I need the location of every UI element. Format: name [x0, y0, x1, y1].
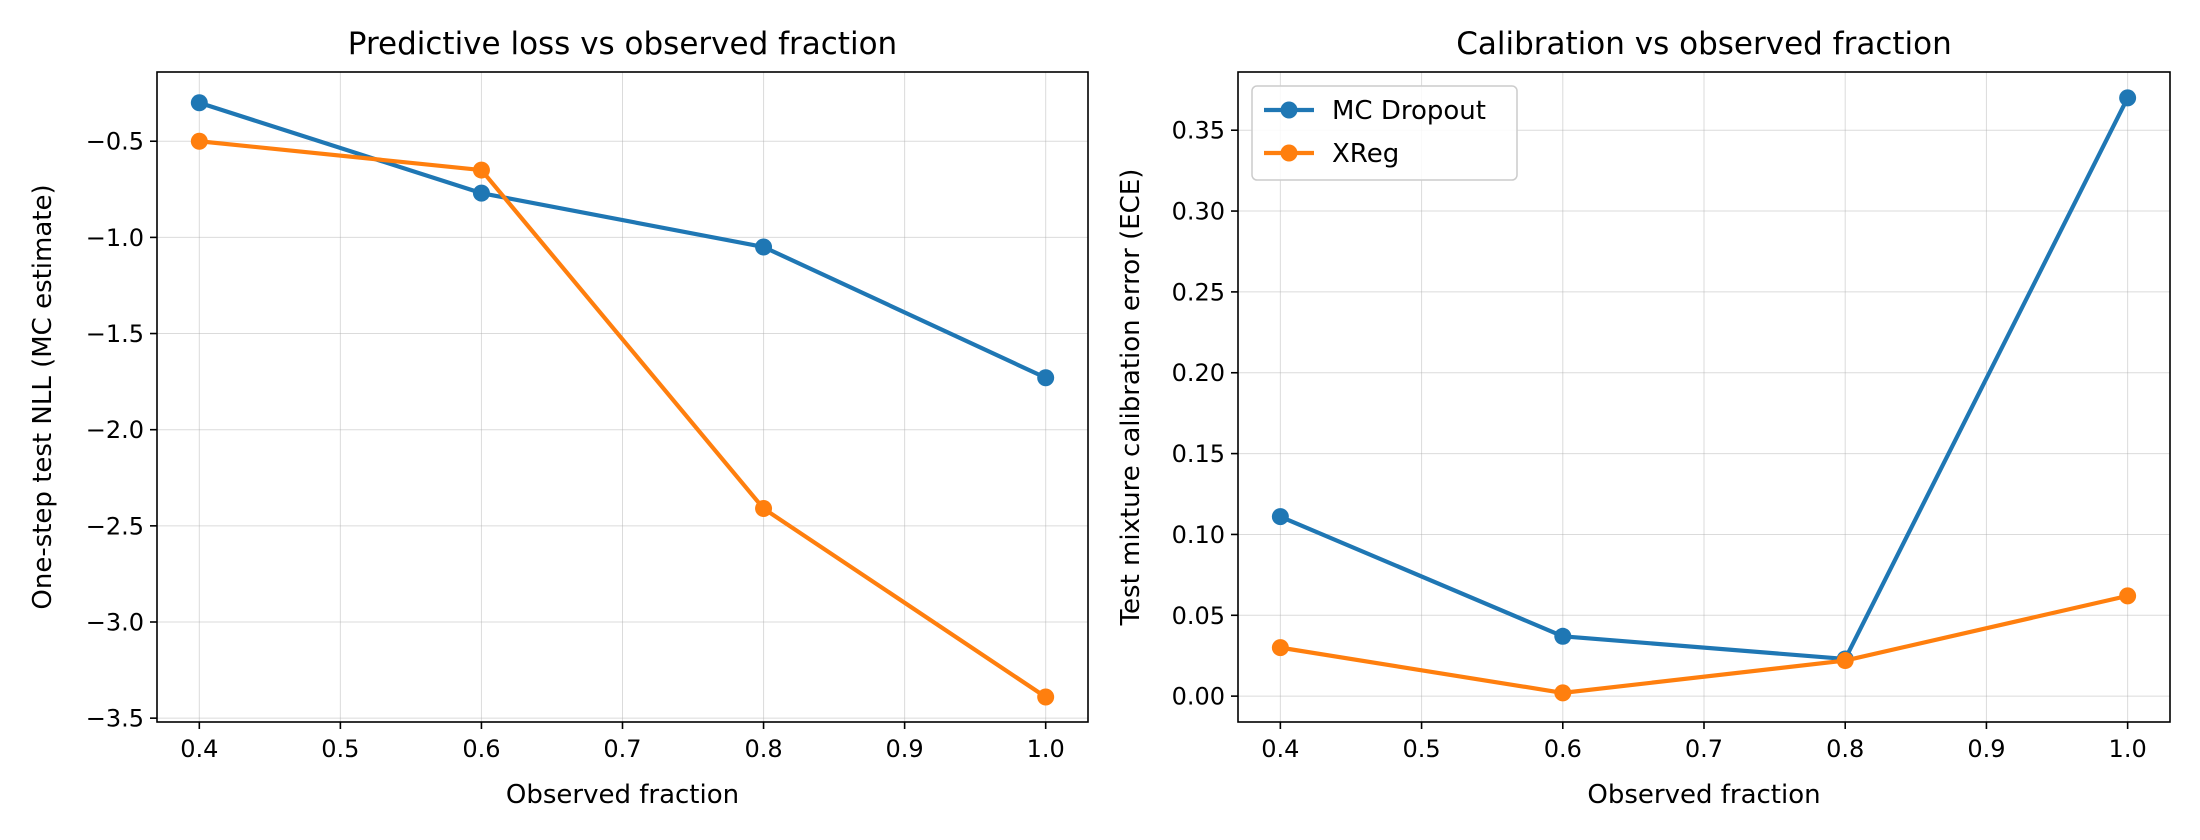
y-tick-label: −3.5: [86, 705, 144, 733]
data-point: [755, 500, 773, 518]
y-tick-label: 0.25: [1172, 278, 1225, 306]
chart-title: Calibration vs observed fraction: [1456, 26, 1952, 62]
legend-box: [1251, 85, 1518, 181]
y-axis-label: Test mixture calibration error (ECE): [1116, 169, 1146, 627]
y-tick-label: −1.5: [86, 320, 144, 348]
chart-title: Predictive loss vs observed fraction: [348, 26, 897, 62]
data-point: [1037, 369, 1055, 387]
y-tick-label: 0.10: [1172, 521, 1225, 549]
series-line: [197, 139, 1048, 700]
data-point: [2119, 587, 2137, 605]
data-point: [472, 161, 490, 179]
data-point: [755, 238, 773, 256]
legend-marker: [1280, 101, 1298, 119]
y-tick-label: 0.30: [1172, 198, 1225, 226]
data-point: [190, 132, 208, 150]
x-tick-label: 0.9: [886, 735, 924, 763]
x-tick-label: 0.5: [321, 735, 359, 763]
x-tick-label: 1.0: [1027, 735, 1065, 763]
series-mc-dropout: [190, 94, 1055, 387]
y-tick-label: 0.05: [1172, 602, 1225, 630]
y-tick-label: −1.0: [86, 224, 144, 252]
y-tick-label: −3.0: [86, 609, 144, 637]
legend-label: XReg: [1332, 139, 1399, 169]
x-tick-label: 1.0: [2109, 735, 2147, 763]
x-tick-label: 0.7: [1685, 735, 1723, 763]
data-point: [1554, 627, 1572, 645]
x-tick-label: 0.6: [462, 735, 500, 763]
chart-panel-2: 0.4 0.5 0.6 0.7 0.8 0.9 1.0 0.00 0.05 0.10 0.15 0.2…: [1116, 26, 2171, 810]
y-tick-label: 0.00: [1172, 683, 1225, 711]
series-line: [197, 100, 1048, 380]
data-point: [190, 94, 208, 112]
series-xreg: [1271, 587, 2137, 702]
x-tick-label: 0.7: [603, 735, 641, 763]
x-tick-label: 0.5: [1402, 735, 1440, 763]
chart-panel-1: 0.4 0.5 0.6 0.7 0.8 0.9 1.0 −0.5 −1.0 −1.5 −2.0 −2.…: [28, 26, 1089, 810]
x-tick-label: 0.4: [1261, 735, 1299, 763]
data-point: [1037, 688, 1055, 706]
x-tick-label: 0.4: [180, 735, 218, 763]
y-tick-label: −2.0: [86, 416, 144, 444]
y-tick-label: 0.15: [1172, 440, 1225, 468]
x-tick-label: 0.8: [744, 735, 782, 763]
series-xreg: [190, 132, 1055, 706]
x-tick-label: 0.9: [1967, 735, 2005, 763]
series-line: [1278, 593, 2130, 695]
y-tick-label: −0.5: [86, 128, 144, 156]
legend-label: MC Dropout: [1332, 96, 1486, 126]
x-tick-label: 0.6: [1544, 735, 1582, 763]
data-point: [1271, 639, 1289, 657]
y-axis-label: One-step test NLL (MC estimate): [28, 184, 58, 609]
data-point: [1271, 508, 1289, 526]
y-tick-label: 0.35: [1172, 117, 1225, 145]
data-point: [2119, 89, 2137, 107]
x-axis-label: Observed fraction: [506, 780, 739, 810]
x-axis-label: Observed fraction: [1587, 780, 1820, 810]
data-point: [472, 184, 490, 202]
data-point: [1554, 684, 1572, 702]
legend-marker: [1280, 144, 1298, 162]
legend: MC Dropout XReg: [1251, 85, 1518, 181]
x-tick-label: 0.8: [1826, 735, 1864, 763]
grid: [1238, 72, 2170, 722]
y-tick-label: −2.5: [86, 512, 144, 540]
series-line: [1278, 95, 2130, 662]
y-tick-label: 0.20: [1172, 359, 1225, 387]
data-point: [1836, 652, 1854, 670]
